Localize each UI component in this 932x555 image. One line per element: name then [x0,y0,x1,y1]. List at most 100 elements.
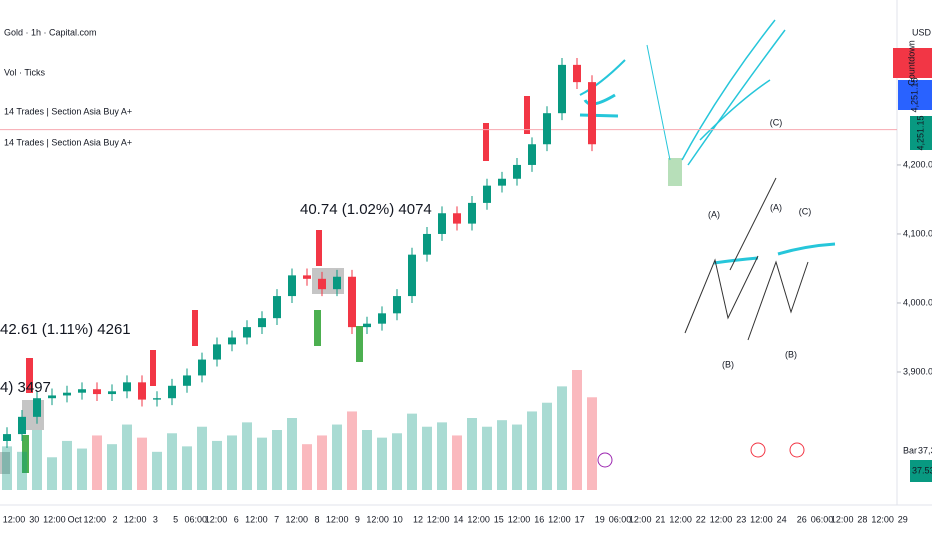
volume-box [910,460,932,482]
volume-bar [437,422,447,490]
candle-body [273,296,281,319]
countdown-box [893,48,932,78]
event-icon [789,442,805,458]
volume-bar [302,444,312,490]
annotation: 4) 3497 [0,379,51,396]
candle-body [138,382,146,400]
buy-signal [356,326,363,362]
x-tick-label: 12:00 [84,514,107,524]
price-box [910,116,932,150]
candle-body [93,389,101,395]
y-tick-label: 4,200.00 [903,159,932,169]
price-line-label: 4,251.15 [915,115,925,150]
x-tick-label: 28 [857,514,867,524]
annotation: 42.61 (1.11%) 4261 [0,321,131,338]
x-tick-label: 12:00 [750,514,773,524]
candle-body [408,254,416,297]
volume-bar [167,433,177,490]
candle-body [258,318,266,328]
x-tick-label: 12 [413,514,423,524]
x-tick-label: 6 [234,514,239,524]
volume-bar [392,433,402,490]
volume-name: Bar [903,445,917,455]
candle-body [78,389,86,393]
candle-body [438,213,446,234]
candle-body [198,359,206,376]
volume-bar [317,435,327,490]
sell-signal [26,358,33,393]
candle-body [63,392,71,396]
x-tick-label: 17 [575,514,585,524]
x-tick-label: 12:00 [467,514,490,524]
event-icon [750,442,766,458]
x-tick-label: 06:00 [811,514,834,524]
wave-label: (A) [708,209,720,219]
x-tick-label: 12:00 [548,514,571,524]
x-tick-label: 12:00 [366,514,389,524]
volume-bar [17,451,27,490]
candle-body [3,434,11,441]
wave-label: (C) [770,117,783,127]
price-box-label: 4,251.15 [909,77,919,112]
x-tick-label: 12:00 [245,514,268,524]
volume-bar [272,430,282,490]
wave-line [747,260,809,341]
x-tick-label: 29 [898,514,908,524]
event-icon [597,452,613,468]
x-tick-label: 06:00 [185,514,208,524]
volume-bar [512,424,522,490]
x-tick-label: 12:00 [508,514,531,524]
wave-label: (B) [785,349,797,359]
x-tick-label: 26 [797,514,807,524]
candle-body [513,164,521,179]
volume-bar [467,418,477,490]
volume-bar [77,448,87,490]
x-tick-label: 12:00 [427,514,450,524]
candle-body [483,185,491,203]
legend-line: 14 Trades | Section Asia Buy A+ [4,106,132,116]
drawing-curve [699,79,771,141]
currency: USD [912,27,932,37]
volume-bar [422,426,432,490]
volume-bar [197,426,207,490]
drawing-curve [681,19,776,161]
drawing-line [777,242,836,256]
x-tick-label: 16 [534,514,544,524]
x-tick-label: 10 [393,514,403,524]
x-tick-label: 22 [696,514,706,524]
volume-bar [287,418,297,490]
candle-body [213,344,221,360]
sell-signal [316,230,322,266]
buy-signal [314,310,321,346]
volume-value: 37,393.15 [918,445,932,455]
volume-bar [542,402,552,490]
countdown-label: Countdown [906,40,916,86]
candle-body [243,327,251,338]
volume-bar [407,413,417,490]
candle-body [453,213,461,224]
drawing-line [579,113,619,118]
volume-bar [107,444,117,490]
x-tick-label: 12:00 [3,514,26,524]
wave-label: (C) [799,206,812,216]
x-tick-label: 9 [355,514,360,524]
legend-line: 14 Trades | Section Asia Buy A+ [4,137,132,147]
candle-body [123,382,131,392]
volume-bar [527,411,537,490]
x-tick-label: 7 [274,514,279,524]
candle-body [108,391,116,395]
volume-bar [572,370,582,490]
volume-bar [557,386,567,490]
buy-signal [22,435,29,473]
candle-body [423,233,431,255]
volume-bar [332,424,342,490]
volume-bar [137,437,147,490]
x-tick-label: 12:00 [871,514,894,524]
zone-box [668,158,682,186]
volume-bar [452,435,462,490]
volume-bar [47,457,57,490]
candle-body [288,275,296,297]
volume-bar [362,430,372,490]
wave-label: (B) [722,359,734,369]
